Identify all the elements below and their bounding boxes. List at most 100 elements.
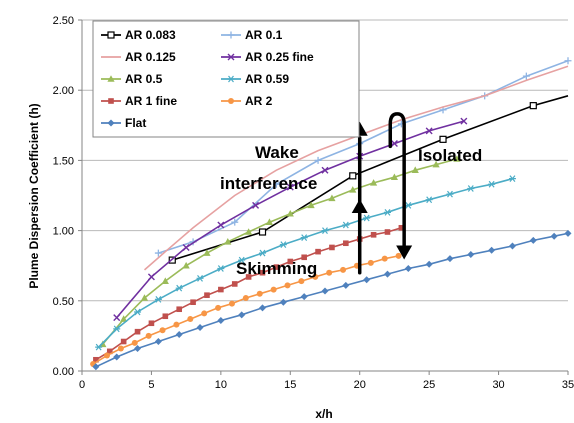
data-point-ar-0-59	[300, 234, 308, 242]
legend-entry-ar-0-59: AR 0.59	[221, 72, 289, 86]
legend-marker	[228, 98, 234, 104]
legend-label: AR 0.083	[125, 28, 176, 42]
data-point-ar-2	[326, 269, 333, 276]
series-ar-0-59	[95, 175, 516, 351]
data-point-ar-2	[242, 294, 249, 301]
x-tick-label: 10	[215, 379, 227, 391]
data-point-flat	[321, 287, 329, 295]
legend-entry-ar-2: AR 2	[221, 94, 273, 108]
data-point-ar-0-25-fine	[217, 221, 225, 229]
legend: AR 0.083 AR 0.1 AR 0.125 AR 0.25 fine AR 0.5…	[92, 20, 360, 138]
data-point-flat	[564, 229, 572, 237]
series-flat	[92, 229, 572, 371]
data-point-ar-1-fine	[343, 240, 349, 247]
data-point-ar-2	[395, 252, 402, 259]
data-point-flat	[217, 316, 225, 324]
x-tick-label: 35	[562, 379, 574, 391]
annotation-skimming: Skimming	[236, 259, 317, 278]
data-point-ar-1-fine	[370, 232, 377, 238]
hooked-arrow-shaft	[388, 112, 406, 253]
data-point-ar-1-fine	[398, 224, 405, 231]
data-point-ar-0-5	[286, 209, 294, 217]
x-tick-label: 25	[423, 379, 435, 391]
x-tick-label: 0	[79, 379, 85, 391]
data-point-ar-0-25-fine	[252, 201, 260, 209]
data-point-ar-2	[270, 286, 277, 293]
data-point-flat	[425, 260, 433, 268]
data-point-ar-0-25-fine	[113, 314, 121, 322]
data-point-ar-0-25-fine	[147, 273, 155, 281]
data-point-flat	[404, 265, 412, 273]
legend-marker	[107, 31, 115, 39]
data-point-ar-0-083	[349, 172, 357, 180]
data-point-ar-0-1	[564, 57, 572, 65]
data-point-ar-0-5	[120, 315, 128, 322]
data-point-flat	[446, 255, 454, 263]
series-ar-0-125	[143, 65, 569, 271]
data-point-ar-2	[312, 273, 319, 280]
data-point-ar-0-59	[363, 214, 371, 222]
data-point-flat	[134, 345, 142, 353]
series-line-ar-0-125	[143, 65, 569, 271]
data-point-ar-1-fine	[231, 281, 238, 287]
data-point-ar-0-25-fine	[425, 127, 433, 135]
data-point-ar-0-5	[390, 173, 399, 181]
data-point-ar-0-5	[453, 155, 461, 162]
legend-entry-ar-0-5: AR 0.5	[101, 72, 163, 86]
data-point-ar-0-59	[342, 221, 350, 229]
y-tick-label: 1.50	[53, 155, 74, 167]
legend-entry-ar-0-083: AR 0.083	[101, 28, 176, 42]
data-point-ar-1-fine	[301, 254, 307, 261]
data-point-ar-0-083	[258, 228, 267, 236]
data-point-ar-0-25-fine	[182, 243, 190, 251]
legend-entry-ar-0-1: AR 0.1	[221, 28, 283, 42]
data-point-ar-2	[381, 255, 388, 262]
legend-label: AR 0.25 fine	[245, 50, 314, 64]
legend-label: AR 0.59	[245, 72, 289, 86]
data-point-flat	[383, 270, 391, 278]
y-tick-label: 0.50	[53, 296, 74, 308]
data-point-ar-0-59	[467, 185, 475, 192]
data-point-ar-0-59	[175, 284, 183, 292]
x-tick-label: 20	[354, 379, 366, 391]
data-point-flat	[300, 293, 308, 301]
legend-marker	[107, 119, 115, 127]
data-point-flat	[508, 242, 516, 250]
data-point-ar-1-fine	[273, 264, 280, 270]
data-point-ar-0-5	[328, 194, 336, 202]
annotation-arrows	[351, 112, 413, 275]
data-point-ar-1-fine	[176, 306, 182, 313]
axes: 0.00 0.50 1.00 1.50 2.00 2.50 0 5 10 15 20 25 30 35	[53, 15, 574, 391]
data-point-ar-1-fine	[190, 299, 196, 306]
data-point-ar-0-59	[508, 175, 516, 183]
legend-marker	[227, 53, 235, 61]
series-ar-0-25-fine	[113, 117, 468, 322]
legend-label: Flat	[125, 116, 146, 130]
y-axis-title: Plume Dispersion Coefficient (h)	[27, 103, 41, 288]
legend-entry-flat: Flat	[101, 116, 146, 130]
data-point-ar-0-59	[383, 208, 391, 216]
data-point-ar-0-59	[446, 190, 454, 198]
data-point-ar-0-59	[113, 325, 121, 333]
y-tick-label: 1.00	[53, 226, 74, 238]
data-point-ar-1-fine	[93, 356, 99, 363]
legend-marker	[107, 75, 115, 82]
data-point-ar-0-5	[349, 186, 357, 193]
data-point-ar-0-59	[425, 196, 433, 204]
legend-label: AR 0.125	[125, 50, 176, 64]
data-point-flat	[529, 236, 537, 244]
legend-marker	[108, 98, 114, 104]
data-point-ar-0-083	[439, 135, 447, 143]
data-point-ar-0-5	[140, 294, 149, 301]
annotation-interference: interference	[220, 174, 317, 193]
data-point-ar-2	[298, 278, 305, 285]
data-point-ar-1-fine	[204, 292, 210, 298]
data-point-ar-2	[187, 316, 194, 323]
data-point-ar-2	[340, 266, 347, 273]
data-point-ar-0-25-fine	[390, 140, 398, 148]
data-point-ar-2	[367, 259, 374, 266]
data-point-ar-1-fine	[329, 244, 335, 251]
data-point-ar-0-1	[314, 156, 322, 164]
legend-label: AR 0.1	[245, 28, 283, 42]
data-point-ar-0-5	[265, 218, 274, 225]
